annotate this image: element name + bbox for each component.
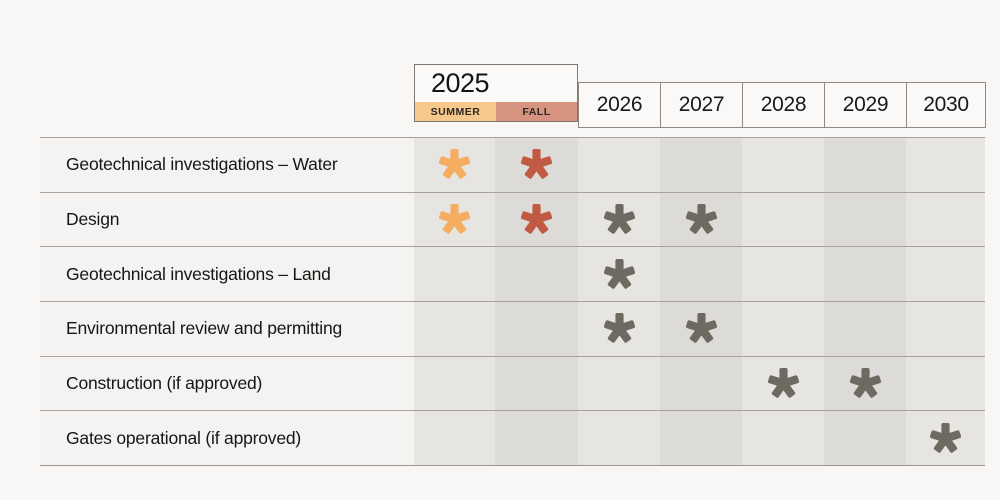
year-cell-2030: 2030 — [906, 83, 985, 127]
row-label: Geotechnical investigations – Water — [66, 154, 338, 175]
row-label: Environmental review and permitting — [66, 318, 343, 339]
season-band: SUMMER FALL — [415, 102, 577, 121]
year-header-row: 2026 2027 2028 2029 2030 — [578, 82, 986, 128]
timeline-row-construction: Construction (if approved) — [40, 355, 985, 411]
timeline-rows: Geotechnical investigations – Water Desi… — [40, 137, 985, 466]
year-cell-2029: 2029 — [824, 83, 906, 127]
season-fall-cell: FALL — [496, 102, 577, 121]
row-label: Construction (if approved) — [66, 373, 263, 394]
season-summer-cell: SUMMER — [415, 102, 496, 121]
year-cell-2026: 2026 — [578, 83, 660, 127]
year-cell-2028: 2028 — [742, 83, 824, 127]
year-2025-header-box: 2025 SUMMER FALL — [414, 64, 578, 122]
timeline-row-gates-operational: Gates operational (if approved) — [40, 410, 985, 465]
row-label: Gates operational (if approved) — [66, 427, 302, 448]
row-label: Design — [66, 209, 120, 229]
timeline-row-design: Design — [40, 191, 985, 247]
timeline-row-geotech-land: Geotechnical investigations – Land — [40, 246, 985, 301]
timeline-row-environmental-review: Environmental review and permitting — [40, 301, 985, 356]
timeline-row-geotech-water: Geotechnical investigations – Water — [40, 137, 985, 192]
row-label: Geotechnical investigations – Land — [66, 263, 331, 284]
year-cell-2027: 2027 — [660, 83, 742, 127]
year-2025-label: 2025 — [431, 68, 490, 98]
